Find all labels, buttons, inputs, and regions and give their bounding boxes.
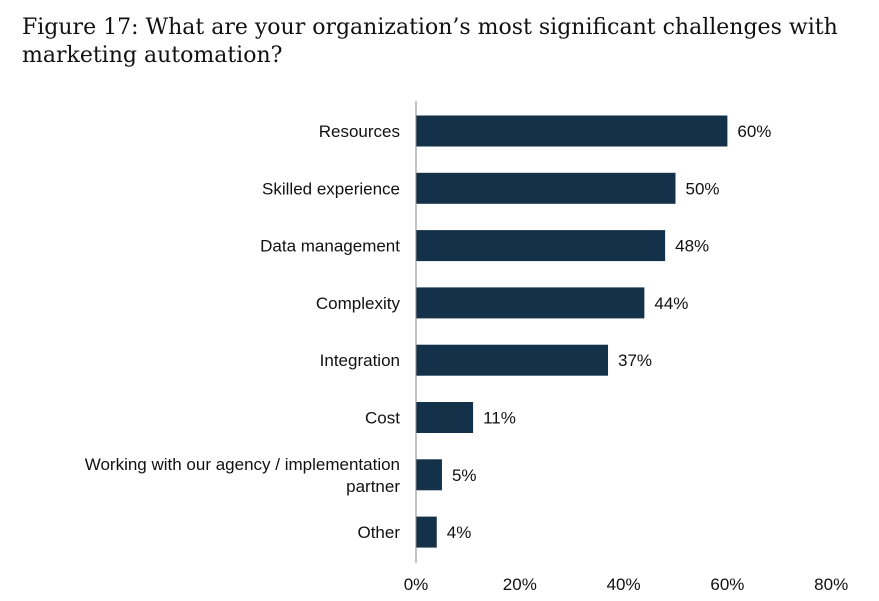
data-label: 11%: [483, 409, 516, 428]
category-label: Integration: [320, 351, 400, 370]
data-label: 60%: [737, 122, 771, 141]
x-tick-label: 0%: [404, 575, 429, 594]
bar: [416, 230, 666, 262]
data-label: 44%: [654, 294, 688, 313]
category-label: Complexity: [316, 294, 401, 313]
x-tick-label: 20%: [503, 575, 537, 594]
category-label: Resources: [319, 122, 400, 141]
chart-title: Figure 17: What are your organization’s …: [22, 15, 838, 68]
data-label: 48%: [675, 237, 709, 256]
bar: [416, 516, 437, 548]
bar: [416, 115, 728, 147]
data-label: 5%: [452, 466, 477, 485]
data-label: 37%: [618, 351, 652, 370]
category-label: Other: [357, 523, 400, 542]
category-label: Skilled experience: [262, 179, 400, 198]
x-tick-label: 80%: [814, 575, 848, 594]
bar: [416, 344, 609, 376]
category-label: partner: [346, 477, 400, 496]
x-tick-label: 40%: [607, 575, 641, 594]
category-label: Data management: [260, 237, 400, 256]
x-tick-label: 60%: [710, 575, 744, 594]
bar: [416, 402, 474, 433]
bar: [416, 172, 676, 204]
data-label: 4%: [447, 523, 472, 542]
category-label: Working with our agency / implementation: [85, 455, 400, 474]
bar: [416, 287, 645, 319]
bar: [416, 459, 442, 491]
category-label: Cost: [365, 409, 400, 428]
data-label: 50%: [686, 179, 720, 198]
